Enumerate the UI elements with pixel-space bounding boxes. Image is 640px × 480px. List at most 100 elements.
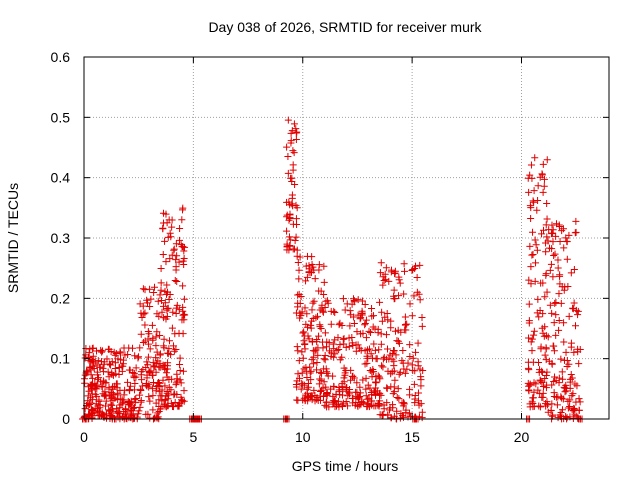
data-point bbox=[172, 345, 180, 353]
data-point bbox=[406, 391, 414, 399]
data-point bbox=[175, 236, 183, 244]
data-point bbox=[103, 355, 111, 363]
data-point bbox=[105, 383, 113, 391]
data-point bbox=[375, 346, 383, 354]
data-point bbox=[543, 368, 551, 376]
data-point bbox=[138, 313, 146, 321]
data-point bbox=[362, 385, 370, 393]
data-point bbox=[567, 371, 575, 379]
data-point bbox=[552, 331, 560, 339]
data-point bbox=[135, 407, 143, 415]
data-point bbox=[571, 411, 579, 419]
data-point bbox=[527, 263, 535, 271]
data-point bbox=[371, 346, 379, 354]
data-point bbox=[134, 354, 142, 362]
data-point bbox=[148, 321, 156, 329]
data-point bbox=[293, 128, 301, 136]
grid-lines bbox=[84, 57, 609, 419]
data-point bbox=[548, 360, 556, 368]
data-point bbox=[153, 310, 161, 318]
data-point bbox=[95, 396, 103, 404]
data-point bbox=[106, 361, 114, 369]
data-point bbox=[314, 312, 322, 320]
data-point bbox=[285, 198, 293, 206]
data-point bbox=[412, 348, 420, 356]
data-point bbox=[331, 309, 339, 317]
data-point bbox=[413, 288, 421, 296]
data-point bbox=[356, 315, 364, 323]
data-point bbox=[543, 156, 551, 164]
data-point bbox=[529, 399, 537, 407]
data-point bbox=[145, 393, 153, 401]
data-point bbox=[304, 393, 312, 401]
data-point bbox=[571, 405, 579, 413]
data-point bbox=[345, 388, 353, 396]
data-point bbox=[556, 237, 564, 245]
data-point bbox=[168, 375, 176, 383]
data-point bbox=[169, 342, 177, 350]
data-point bbox=[342, 384, 350, 392]
data-point bbox=[370, 312, 378, 320]
data-point bbox=[531, 154, 539, 162]
data-point bbox=[160, 314, 168, 322]
data-point bbox=[384, 367, 392, 375]
data-point bbox=[542, 356, 550, 364]
data-point bbox=[284, 169, 292, 177]
data-point bbox=[105, 373, 113, 381]
data-point bbox=[177, 393, 185, 401]
data-point bbox=[146, 397, 154, 405]
data-point bbox=[562, 348, 570, 356]
data-point bbox=[363, 359, 371, 367]
data-point bbox=[310, 386, 318, 394]
data-point bbox=[354, 296, 362, 304]
data-point bbox=[396, 414, 404, 422]
data-point bbox=[543, 215, 551, 223]
data-point bbox=[125, 386, 133, 394]
data-point bbox=[137, 330, 145, 338]
data-point bbox=[525, 319, 533, 327]
data-point bbox=[320, 355, 328, 363]
data-point bbox=[525, 382, 533, 390]
data-point bbox=[137, 398, 145, 406]
data-point bbox=[295, 275, 303, 283]
data-point bbox=[383, 309, 391, 317]
data-point bbox=[149, 392, 157, 400]
data-point bbox=[296, 314, 304, 322]
data-point bbox=[173, 370, 181, 378]
data-point bbox=[390, 286, 398, 294]
data-point bbox=[549, 238, 557, 246]
data-point bbox=[400, 260, 408, 268]
data-point bbox=[152, 342, 160, 350]
data-point bbox=[356, 383, 364, 391]
data-point bbox=[161, 366, 169, 374]
data-point bbox=[285, 233, 293, 241]
data-point bbox=[173, 252, 181, 260]
data-point bbox=[176, 367, 184, 375]
data-point bbox=[85, 356, 93, 364]
data-point bbox=[164, 359, 172, 367]
data-point bbox=[151, 283, 159, 291]
data-point bbox=[565, 312, 573, 320]
data-point bbox=[548, 230, 556, 238]
data-point bbox=[350, 319, 358, 327]
data-point bbox=[345, 390, 353, 398]
data-point bbox=[120, 396, 128, 404]
y-tick-label: 0.6 bbox=[51, 49, 71, 65]
data-point bbox=[159, 361, 167, 369]
data-point bbox=[560, 338, 568, 346]
data-point bbox=[101, 388, 109, 396]
data-point bbox=[365, 394, 373, 402]
data-point bbox=[368, 305, 376, 313]
data-point bbox=[163, 305, 171, 313]
data-point bbox=[142, 364, 150, 372]
data-point bbox=[315, 287, 323, 295]
data-point bbox=[546, 266, 554, 274]
data-point bbox=[363, 352, 371, 360]
y-tick-label: 0.4 bbox=[51, 170, 71, 186]
data-point bbox=[86, 401, 94, 409]
data-point bbox=[304, 332, 312, 340]
data-point bbox=[301, 340, 309, 348]
data-point bbox=[544, 333, 552, 341]
data-point bbox=[336, 341, 344, 349]
data-point bbox=[294, 347, 302, 355]
